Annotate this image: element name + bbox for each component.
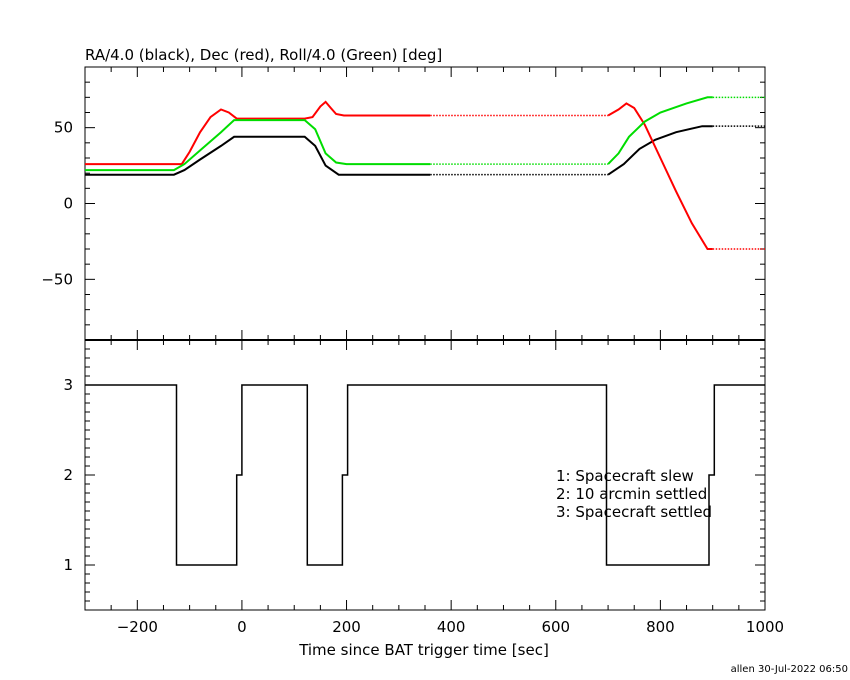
top-panel: 50 0 −50 <box>41 66 766 341</box>
y-tick-label: 1 <box>63 556 73 574</box>
top-plot-frame <box>84 66 766 341</box>
series-line-0-a <box>85 135 431 176</box>
x-tick-label: 600 <box>541 618 570 636</box>
x-axis-label: Time since BAT trigger time [sec] <box>298 641 549 659</box>
footer-credit: allen 30-Jul-2022 06:50 <box>731 664 848 675</box>
y-tick-label: 2 <box>63 466 73 484</box>
y-tick-label: 50 <box>54 119 73 137</box>
x-tick-label: −200 <box>117 618 158 636</box>
series-line-1-b <box>607 102 713 250</box>
legend-line-2: 2: 10 arcmin settled <box>556 485 707 503</box>
legend-line-3: 3: Spacecraft settled <box>556 503 712 521</box>
x-tick-label: 1000 <box>746 618 784 636</box>
x-tick-label: 800 <box>646 618 675 636</box>
series-line-2-b <box>607 96 713 165</box>
bottom-panel: 3 2 1 −200 0 200 400 600 800 1000 <box>63 339 784 636</box>
series-line-1-a <box>85 100 431 166</box>
y-tick-label: −50 <box>41 270 73 288</box>
series-line-0-b <box>607 125 713 176</box>
x-tick-label: 200 <box>332 618 361 636</box>
y-tick-label: 0 <box>63 195 73 213</box>
legend-line-1: 1: Spacecraft slew <box>556 467 694 485</box>
series-line-2-a <box>85 119 431 172</box>
y-tick-label: 3 <box>63 376 73 394</box>
x-tick-label: 0 <box>237 618 247 636</box>
chart-title: RA/4.0 (black), Dec (red), Roll/4.0 (Gre… <box>85 46 442 64</box>
status-step-line <box>85 384 765 566</box>
x-tick-label: 400 <box>437 618 466 636</box>
